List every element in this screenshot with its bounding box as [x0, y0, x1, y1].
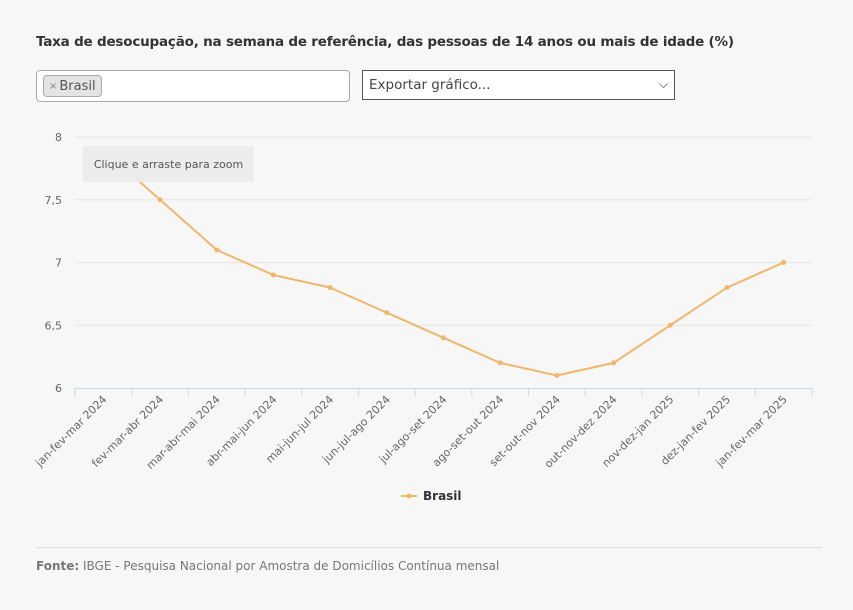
data-point [724, 285, 730, 291]
remove-tag-icon[interactable]: × [49, 80, 58, 92]
y-tick-label: 7 [55, 257, 62, 270]
data-point [327, 285, 333, 291]
data-point [157, 197, 163, 203]
divider [36, 547, 822, 548]
data-point [384, 310, 390, 316]
zoom-hint-tooltip: Clique e arraste para zoom [83, 146, 254, 182]
legend-label: Brasil [423, 489, 462, 503]
data-point [781, 260, 787, 265]
region-tag-label: Brasil [59, 78, 96, 94]
y-tick-label: 7,5 [45, 194, 63, 207]
export-chart-label: Exportar gráfico... [369, 77, 491, 93]
data-point [554, 372, 560, 378]
source-label: Fonte: [36, 559, 80, 573]
export-chart-select[interactable]: Exportar gráfico... ⌵ [362, 70, 675, 100]
data-point [214, 247, 220, 253]
data-point [667, 322, 673, 328]
legend-line-icon [401, 493, 417, 499]
region-filter-input[interactable]: × Brasil [36, 70, 350, 102]
chevron-down-icon: ⌵ [658, 77, 668, 91]
data-point [441, 335, 446, 341]
y-tick-label: 6,5 [45, 319, 63, 332]
y-tick-label: 8 [55, 131, 62, 144]
chart-title: Taxa de desocupação, na semana de referê… [36, 34, 734, 50]
y-tick-label: 6 [55, 382, 62, 395]
data-point [497, 360, 503, 366]
source-note: Fonte: IBGE - Pesquisa Nacional por Amos… [36, 559, 499, 573]
legend-item-brasil[interactable]: Brasil [401, 489, 462, 503]
data-point [611, 360, 617, 366]
source-text: IBGE - Pesquisa Nacional por Amostra de … [83, 559, 500, 573]
data-point [270, 272, 276, 278]
region-tag: × Brasil [43, 75, 102, 97]
